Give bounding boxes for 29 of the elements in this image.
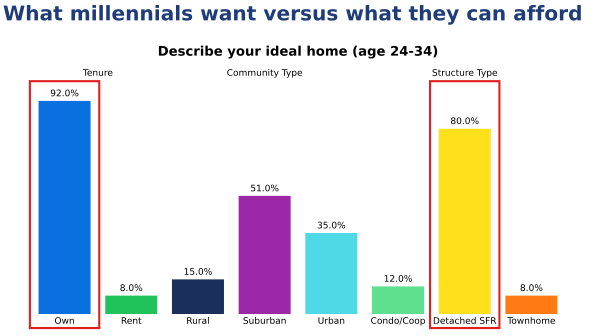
bar (438, 128, 491, 314)
x-tick-label: Suburban (243, 316, 286, 324)
bar (38, 100, 91, 314)
x-tick-label: Detached SFR (434, 316, 496, 324)
bar (305, 233, 358, 314)
text: Structure Type (432, 69, 498, 78)
data-label: 8.0% (120, 284, 142, 292)
x-tick-label: Rural (187, 316, 209, 324)
chart-title: What millennials want versus what they can afford (4, 5, 581, 25)
text: Tenure (82, 69, 112, 76)
data-label: 15.0% (184, 268, 212, 275)
bar (238, 196, 291, 314)
data-label: 51.0% (251, 184, 278, 192)
x-tick-label: Own (54, 317, 74, 324)
bar (372, 286, 424, 314)
bar (105, 296, 158, 314)
data-label: 35.0% (318, 222, 346, 228)
data-label: 92.0% (50, 90, 78, 96)
bar (505, 296, 558, 314)
x-tick-label: Urban (318, 316, 344, 324)
text: Community Type (227, 68, 302, 78)
bar (172, 279, 224, 314)
chart-subtitle: Describe your ideal home (age 24-34) (158, 46, 438, 59)
x-tick-label: Condo/Coop (371, 316, 426, 326)
data-label: 80.0% (451, 117, 479, 124)
data-label: 12.0% (384, 274, 412, 282)
x-tick-label: Rent (122, 317, 142, 324)
x-tick-label: Townhome (507, 316, 556, 324)
data-label: 8.0% (520, 284, 542, 292)
